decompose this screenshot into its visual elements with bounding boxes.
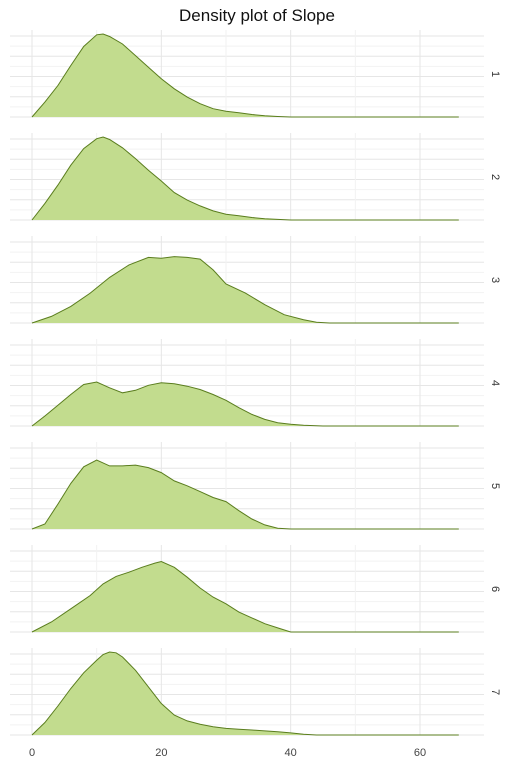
facet-label-4: 4 [489,380,501,386]
panel-6: 6 [10,545,501,633]
density-line-4 [31,381,459,427]
facet-label-5: 5 [489,483,501,489]
facet-label-6: 6 [489,586,501,592]
density-line-1 [31,33,459,118]
density-area-3 [32,256,459,323]
facet-label-1: 1 [489,71,501,77]
density-line-7 [31,651,459,736]
density-area-1 [32,34,459,117]
panel-3: 3 [10,236,501,324]
density-area-5 [32,460,459,529]
density-area-2 [32,137,459,220]
density-area-4 [32,382,459,426]
density-line-2 [31,136,459,221]
facet-label-3: 3 [489,277,501,283]
density-area-7 [32,652,459,735]
panel-7: 7 [10,648,501,736]
panel-5: 5 [10,442,501,530]
density-line-3 [31,256,459,324]
x-tick-label: 0 [29,747,35,759]
facet-label-2: 2 [489,174,501,180]
density-area-6 [32,561,459,632]
panel-1: 1 [10,30,501,118]
density-line-5 [31,459,459,530]
density-line-6 [31,560,459,633]
chart-title: Density plot of Slope [179,6,335,25]
x-tick-label: 20 [155,747,167,759]
panel-4: 4 [10,339,501,427]
x-tick-label: 60 [414,747,426,759]
facet-label-7: 7 [489,689,501,695]
x-tick-label: 40 [285,747,297,759]
panel-2: 2 [10,133,501,221]
